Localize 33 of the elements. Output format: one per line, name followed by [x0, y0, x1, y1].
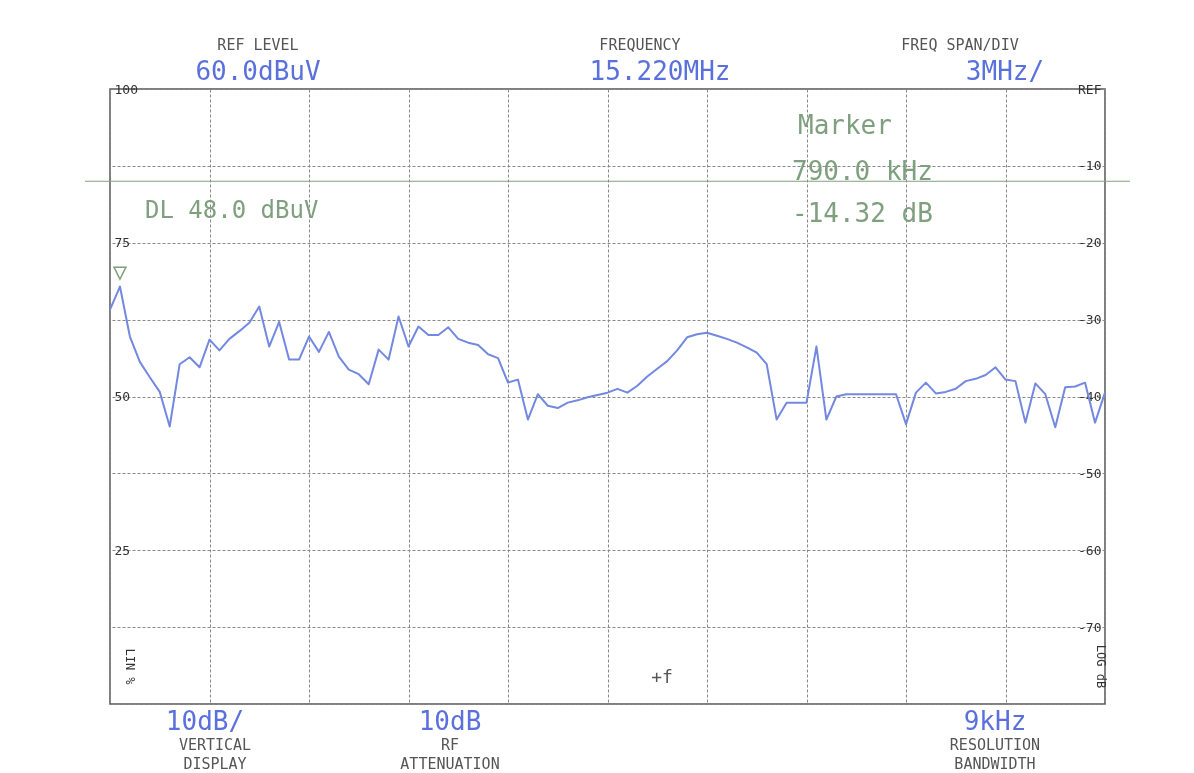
text: 15.220MHz	[589, 56, 731, 86]
annotation: -14.32 dB	[792, 198, 933, 228]
y2-tick-label: 50	[114, 389, 131, 404]
text: FREQUENCY	[599, 36, 681, 54]
text: REF LEVEL	[217, 36, 299, 54]
annotation: +f	[651, 666, 673, 687]
y-tick-label: -30	[1078, 312, 1102, 328]
text: ATTENUATION	[400, 755, 500, 773]
y-tick-label: -50	[1078, 465, 1102, 481]
annotation: ▽	[112, 258, 128, 286]
y2-tick-label: 75	[114, 235, 131, 251]
y-tick-label: -70	[1078, 619, 1102, 635]
y2-tick-label: 25	[114, 542, 131, 558]
y-tick-label: -10	[1078, 158, 1102, 174]
text: 60.0dBuV	[195, 56, 321, 86]
text: 10dB/	[165, 706, 245, 736]
text: VERTICAL	[178, 736, 252, 754]
text: 9kHz	[963, 706, 1027, 736]
text: RESOLUTION	[949, 736, 1041, 754]
ref-line-label: DL 48.0 dBuV	[145, 196, 319, 225]
annotation: Marker	[798, 110, 892, 140]
text: RF	[440, 736, 460, 754]
text: 3MHz/	[965, 56, 1045, 86]
y-tick-label: -60	[1078, 542, 1102, 558]
text: FREQ SPAN/DIV	[901, 36, 1019, 54]
y-tick-label: -20	[1078, 235, 1102, 251]
text: 10dB	[418, 706, 482, 736]
text: BANDWIDTH	[954, 755, 1036, 773]
annotation: 790.0 kHz	[792, 156, 933, 186]
y-axis-title: LOG dB	[1093, 644, 1108, 689]
y2-axis-title: LIN %	[122, 648, 137, 686]
text: DISPLAY	[183, 755, 247, 773]
line-series	[109, 285, 1106, 429]
